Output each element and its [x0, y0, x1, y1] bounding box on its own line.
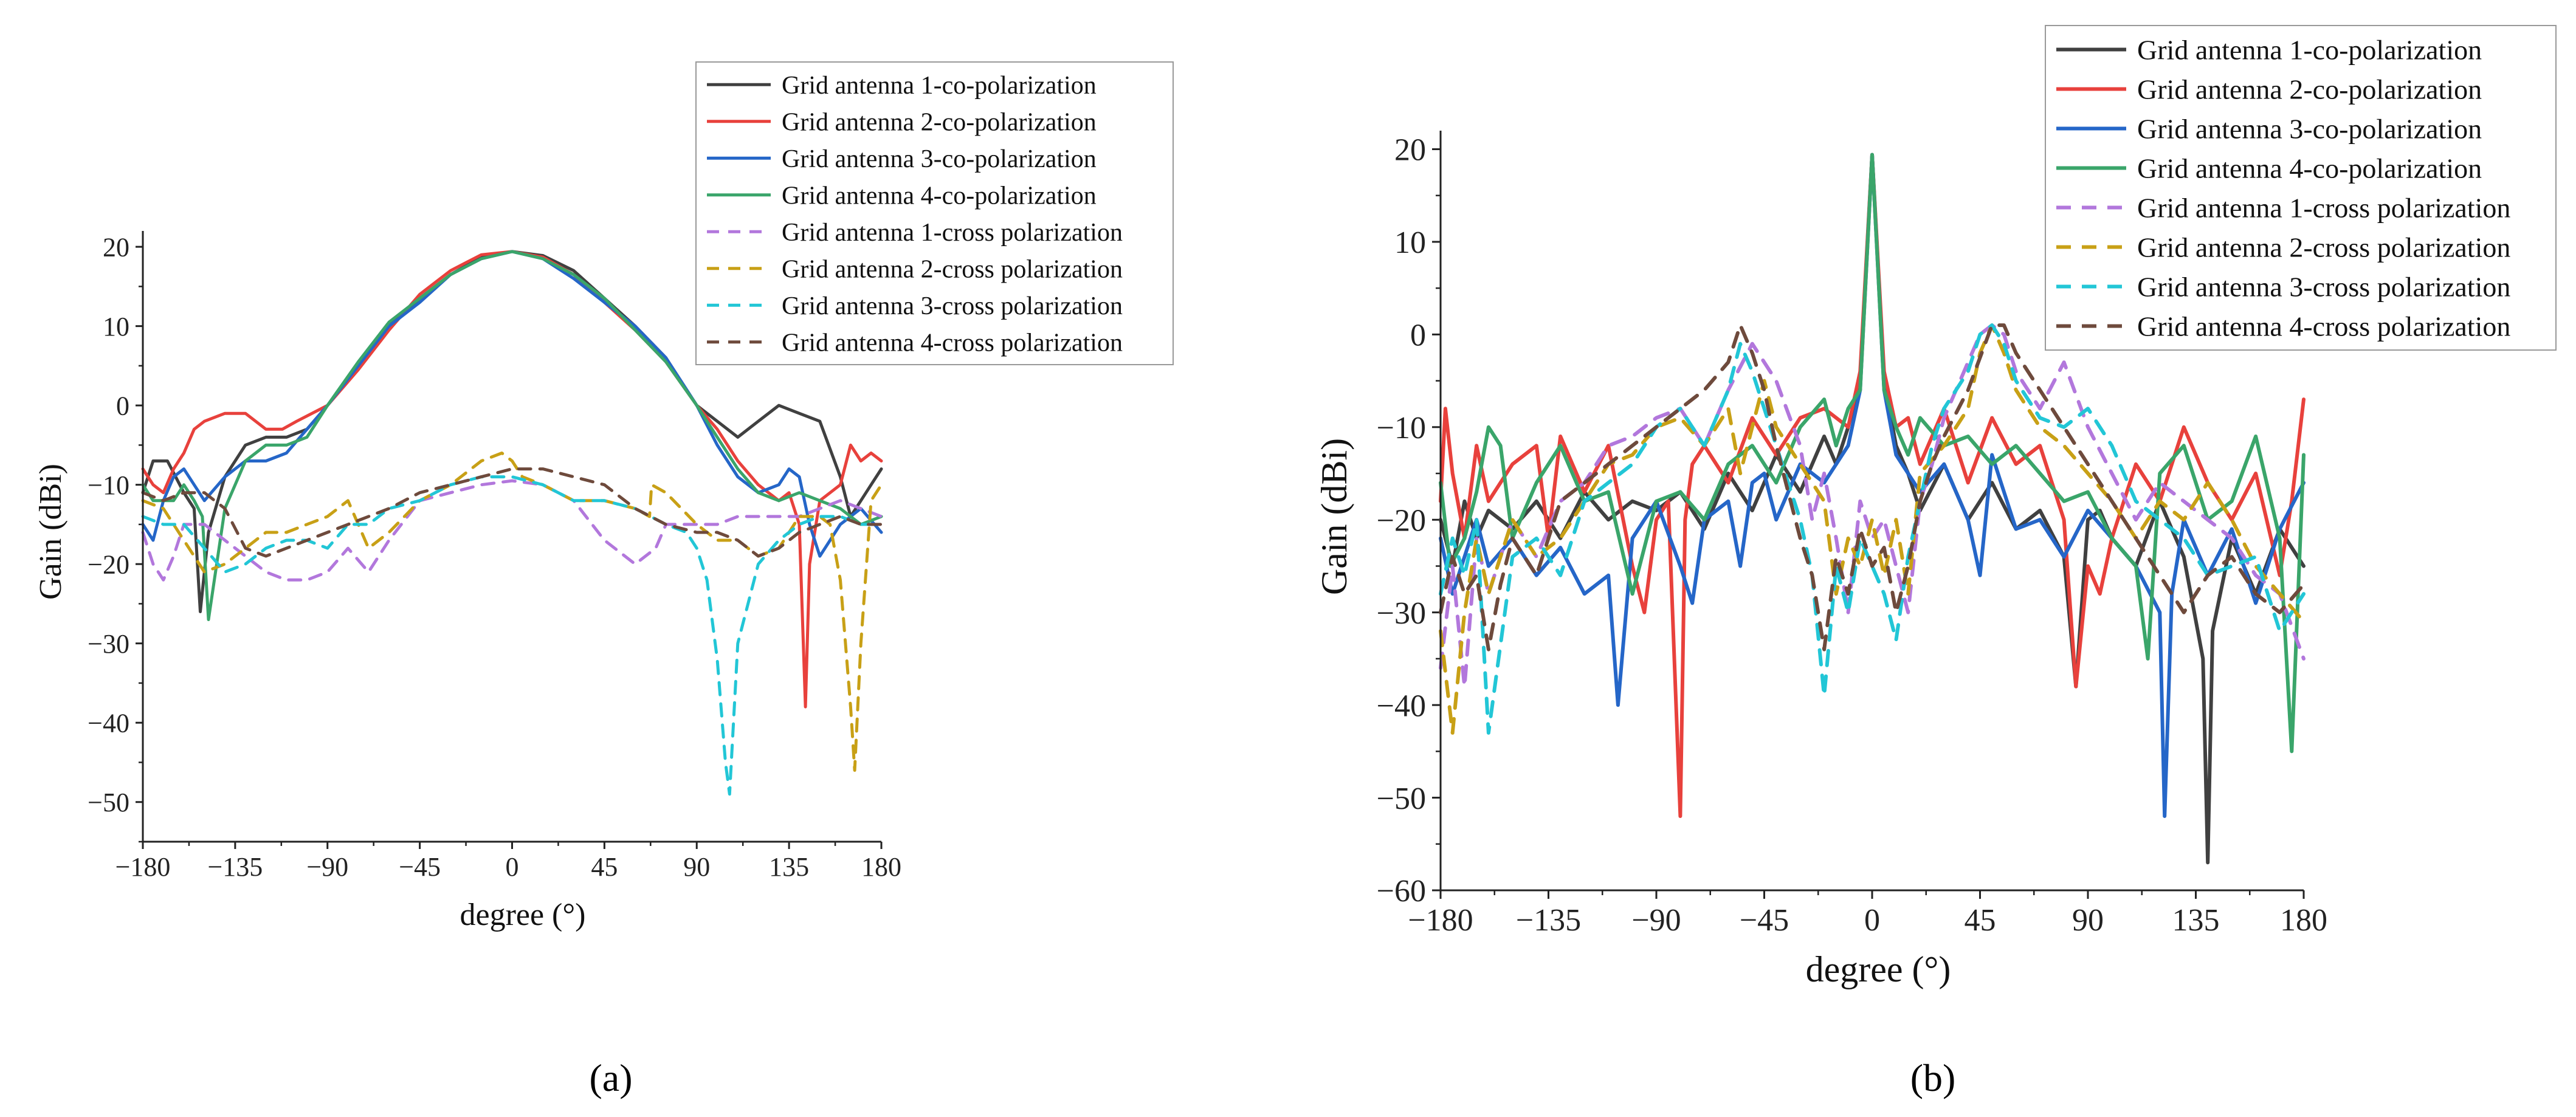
legend-label-a-5: Grid antenna 1-cross polarization: [782, 219, 1123, 247]
series-line-a-8: [141, 467, 883, 558]
y-tick-label: −30: [1377, 596, 1426, 631]
legend-label-a-2: Grid antenna 2-co-polarization: [782, 108, 1097, 136]
x-tick-label: 135: [769, 852, 809, 882]
series-line-a-7: [141, 475, 883, 796]
legend-label-b-1: Grid antenna 1-co-polarization: [2137, 35, 2482, 66]
legend-label-a-4: Grid antenna 4-co-polarization: [782, 182, 1097, 210]
y-tick-label: −10: [88, 470, 129, 500]
series-line-a-6: [141, 452, 883, 772]
y-axis-title-b: Gain (dBi): [1314, 438, 1354, 595]
legend-label-a-6: Grid antenna 2-cross polarization: [782, 255, 1123, 283]
x-tick-label: 135: [2172, 903, 2220, 938]
legend-label-b-8: Grid antenna 4-cross polarization: [2137, 311, 2510, 342]
x-tick-label: 180: [861, 852, 901, 882]
y-tick-label: −10: [1377, 411, 1426, 445]
panel-a: Gain (dBi) degree (°) (a) −180 −135 −90 −45…: [33, 61, 1174, 1099]
legend-label-a-7: Grid antenna 3-cross polarization: [782, 292, 1123, 320]
y-tick-label: −50: [88, 788, 129, 817]
y-tick-label: 20: [1394, 133, 1426, 168]
axis-ticks-b: −180 −135 −90 −45 0 45 90 135 180 20 10 0 −10 −20 −30 −…: [1377, 133, 2327, 938]
axis-ticks-a: −180 −135 −90 −45 0 45 90 135 180 20 10 0 −10 −20 −30 −…: [88, 233, 901, 882]
legend-label-b-4: Grid antenna 4-co-polarization: [2137, 153, 2482, 184]
series-line-b-7: [1439, 323, 2306, 735]
x-tick-label: 45: [591, 852, 618, 882]
series-line-a-5: [141, 479, 883, 582]
legend-label-a-1: Grid antenna 1-co-polarization: [782, 72, 1097, 100]
series-group-b: [1439, 153, 2306, 865]
y-tick-label: −40: [88, 709, 129, 738]
y-tick-label: 0: [116, 391, 129, 421]
x-tick-label: 90: [2072, 903, 2104, 938]
x-tick-label: 0: [506, 852, 519, 882]
y-axis-title-a: Gain (dBi): [33, 464, 68, 600]
y-tick-label: −40: [1377, 689, 1426, 723]
legend-a: Grid antenna 1-co-polarization Grid anten…: [695, 61, 1174, 365]
series-line-b-8: [1439, 323, 2306, 651]
y-tick-label: −20: [1377, 503, 1426, 538]
x-tick-label: 45: [1965, 903, 1996, 938]
axes-a: [142, 231, 881, 843]
series-line-b-2: [1439, 153, 2306, 818]
x-tick-label: −180: [115, 852, 171, 882]
series-line-b-6: [1439, 323, 2306, 735]
y-tick-label: −20: [88, 550, 129, 580]
x-tick-label: −135: [1516, 903, 1581, 938]
x-axis-title-a: degree (°): [460, 898, 586, 932]
legend-b: Grid antenna 1-co-polarization Grid anten…: [2045, 25, 2557, 351]
x-tick-label: −90: [1631, 903, 1681, 938]
y-tick-label: 10: [1394, 225, 1426, 260]
caption-b: (b): [1910, 1056, 1956, 1099]
x-tick-label: 90: [683, 852, 710, 882]
y-tick-label: 20: [103, 233, 129, 263]
series-line-a-4: [141, 250, 883, 621]
y-tick-label: 0: [1410, 318, 1426, 353]
legend-box-b: [2045, 25, 2557, 351]
x-tick-label: 180: [2280, 903, 2327, 938]
axes-b: [1439, 131, 2304, 892]
y-tick-label: 10: [103, 312, 129, 342]
caption-a: (a): [589, 1056, 632, 1099]
x-tick-label: −45: [1740, 903, 1789, 938]
x-tick-label: −45: [399, 852, 441, 882]
y-tick-label: −30: [88, 629, 129, 659]
series-group-a: [141, 250, 883, 796]
x-tick-label: −180: [1408, 903, 1473, 938]
x-tick-label: −135: [207, 852, 263, 882]
x-tick-label: 0: [1864, 903, 1880, 938]
legend-label-a-8: Grid antenna 4-cross polarization: [782, 329, 1123, 357]
legend-label-b-2: Grid antenna 2-co-polarization: [2137, 74, 2482, 105]
legend-label-a-3: Grid antenna 3-co-polarization: [782, 145, 1097, 173]
y-tick-label: −50: [1377, 782, 1426, 816]
x-tick-label: −90: [306, 852, 348, 882]
x-axis-title-b: degree (°): [1806, 949, 1951, 989]
legend-label-b-3: Grid antenna 3-co-polarization: [2137, 114, 2482, 145]
legend-label-b-7: Grid antenna 3-cross polarization: [2137, 272, 2510, 303]
panel-b: Gain (dBi) degree (°) (b) −180 −135 −90 −45…: [1314, 25, 2557, 1099]
legend-label-b-6: Grid antenna 2-cross polarization: [2137, 232, 2510, 263]
legend-label-b-5: Grid antenna 1-cross polarization: [2137, 193, 2510, 224]
series-line-a-2: [141, 250, 883, 709]
legend-box-a: [695, 61, 1174, 365]
series-line-b-3: [1439, 153, 2306, 818]
y-tick-label: −60: [1377, 874, 1426, 909]
series-line-b-5: [1439, 323, 2306, 689]
